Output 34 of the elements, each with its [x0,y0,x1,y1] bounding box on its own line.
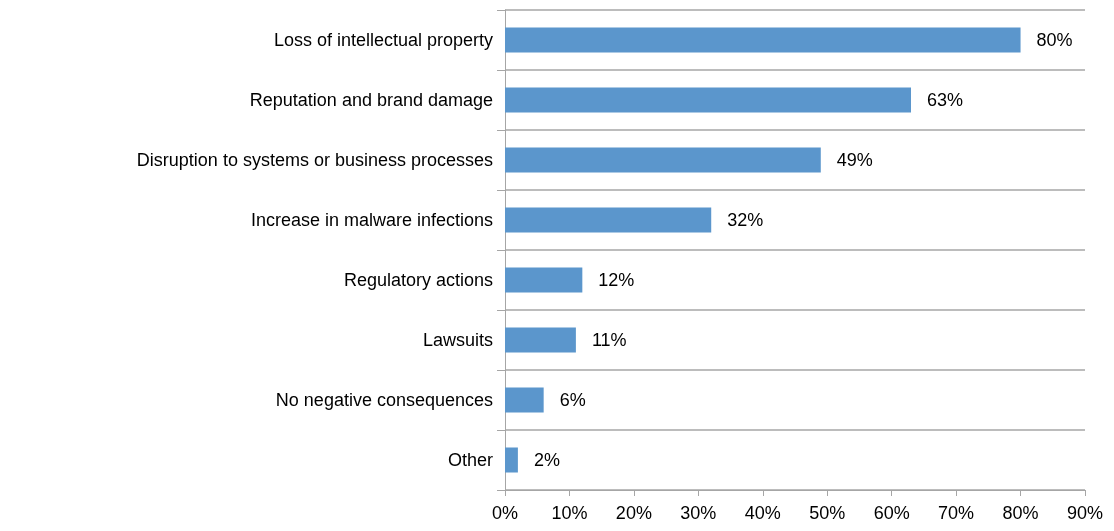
x-tick-label: 0% [491,503,519,523]
data-label: 80% [1036,30,1073,50]
x-tick-label: 90% [1066,503,1104,523]
x-tick-label: 70% [938,503,975,523]
bar [505,447,518,473]
x-tick-label: 20% [615,503,652,523]
bar [505,147,821,173]
data-label: 6% [559,390,586,410]
y-tick-label: Loss of intellectual property [273,30,493,50]
y-tick-label: Other [447,450,493,470]
x-tick-label: 50% [809,503,846,523]
x-tick-label: 40% [744,503,781,523]
bar [505,27,1021,53]
bar [505,387,544,413]
bar [505,327,576,353]
y-tick-label: Reputation and brand damage [249,90,493,110]
bar [505,87,911,113]
data-label: 32% [727,210,764,230]
data-label: 12% [598,270,635,290]
x-tick-label: 60% [873,503,910,523]
x-tick-label: 30% [680,503,717,523]
y-tick-label: Increase in malware infections [250,210,493,230]
data-label: 49% [836,150,873,170]
data-label: 63% [927,90,964,110]
data-label: 11% [591,330,627,350]
y-tick-label: Regulatory actions [343,270,493,290]
y-tick-label: No negative consequences [275,390,493,410]
y-tick-label: Disruption to systems or business processes [136,150,493,170]
x-tick-label: 10% [551,503,588,523]
y-tick-label: Lawsuits [422,330,493,350]
data-label: 2% [533,450,560,470]
bar [505,207,712,233]
bar [505,267,583,293]
x-tick-label: 80% [1002,503,1039,523]
